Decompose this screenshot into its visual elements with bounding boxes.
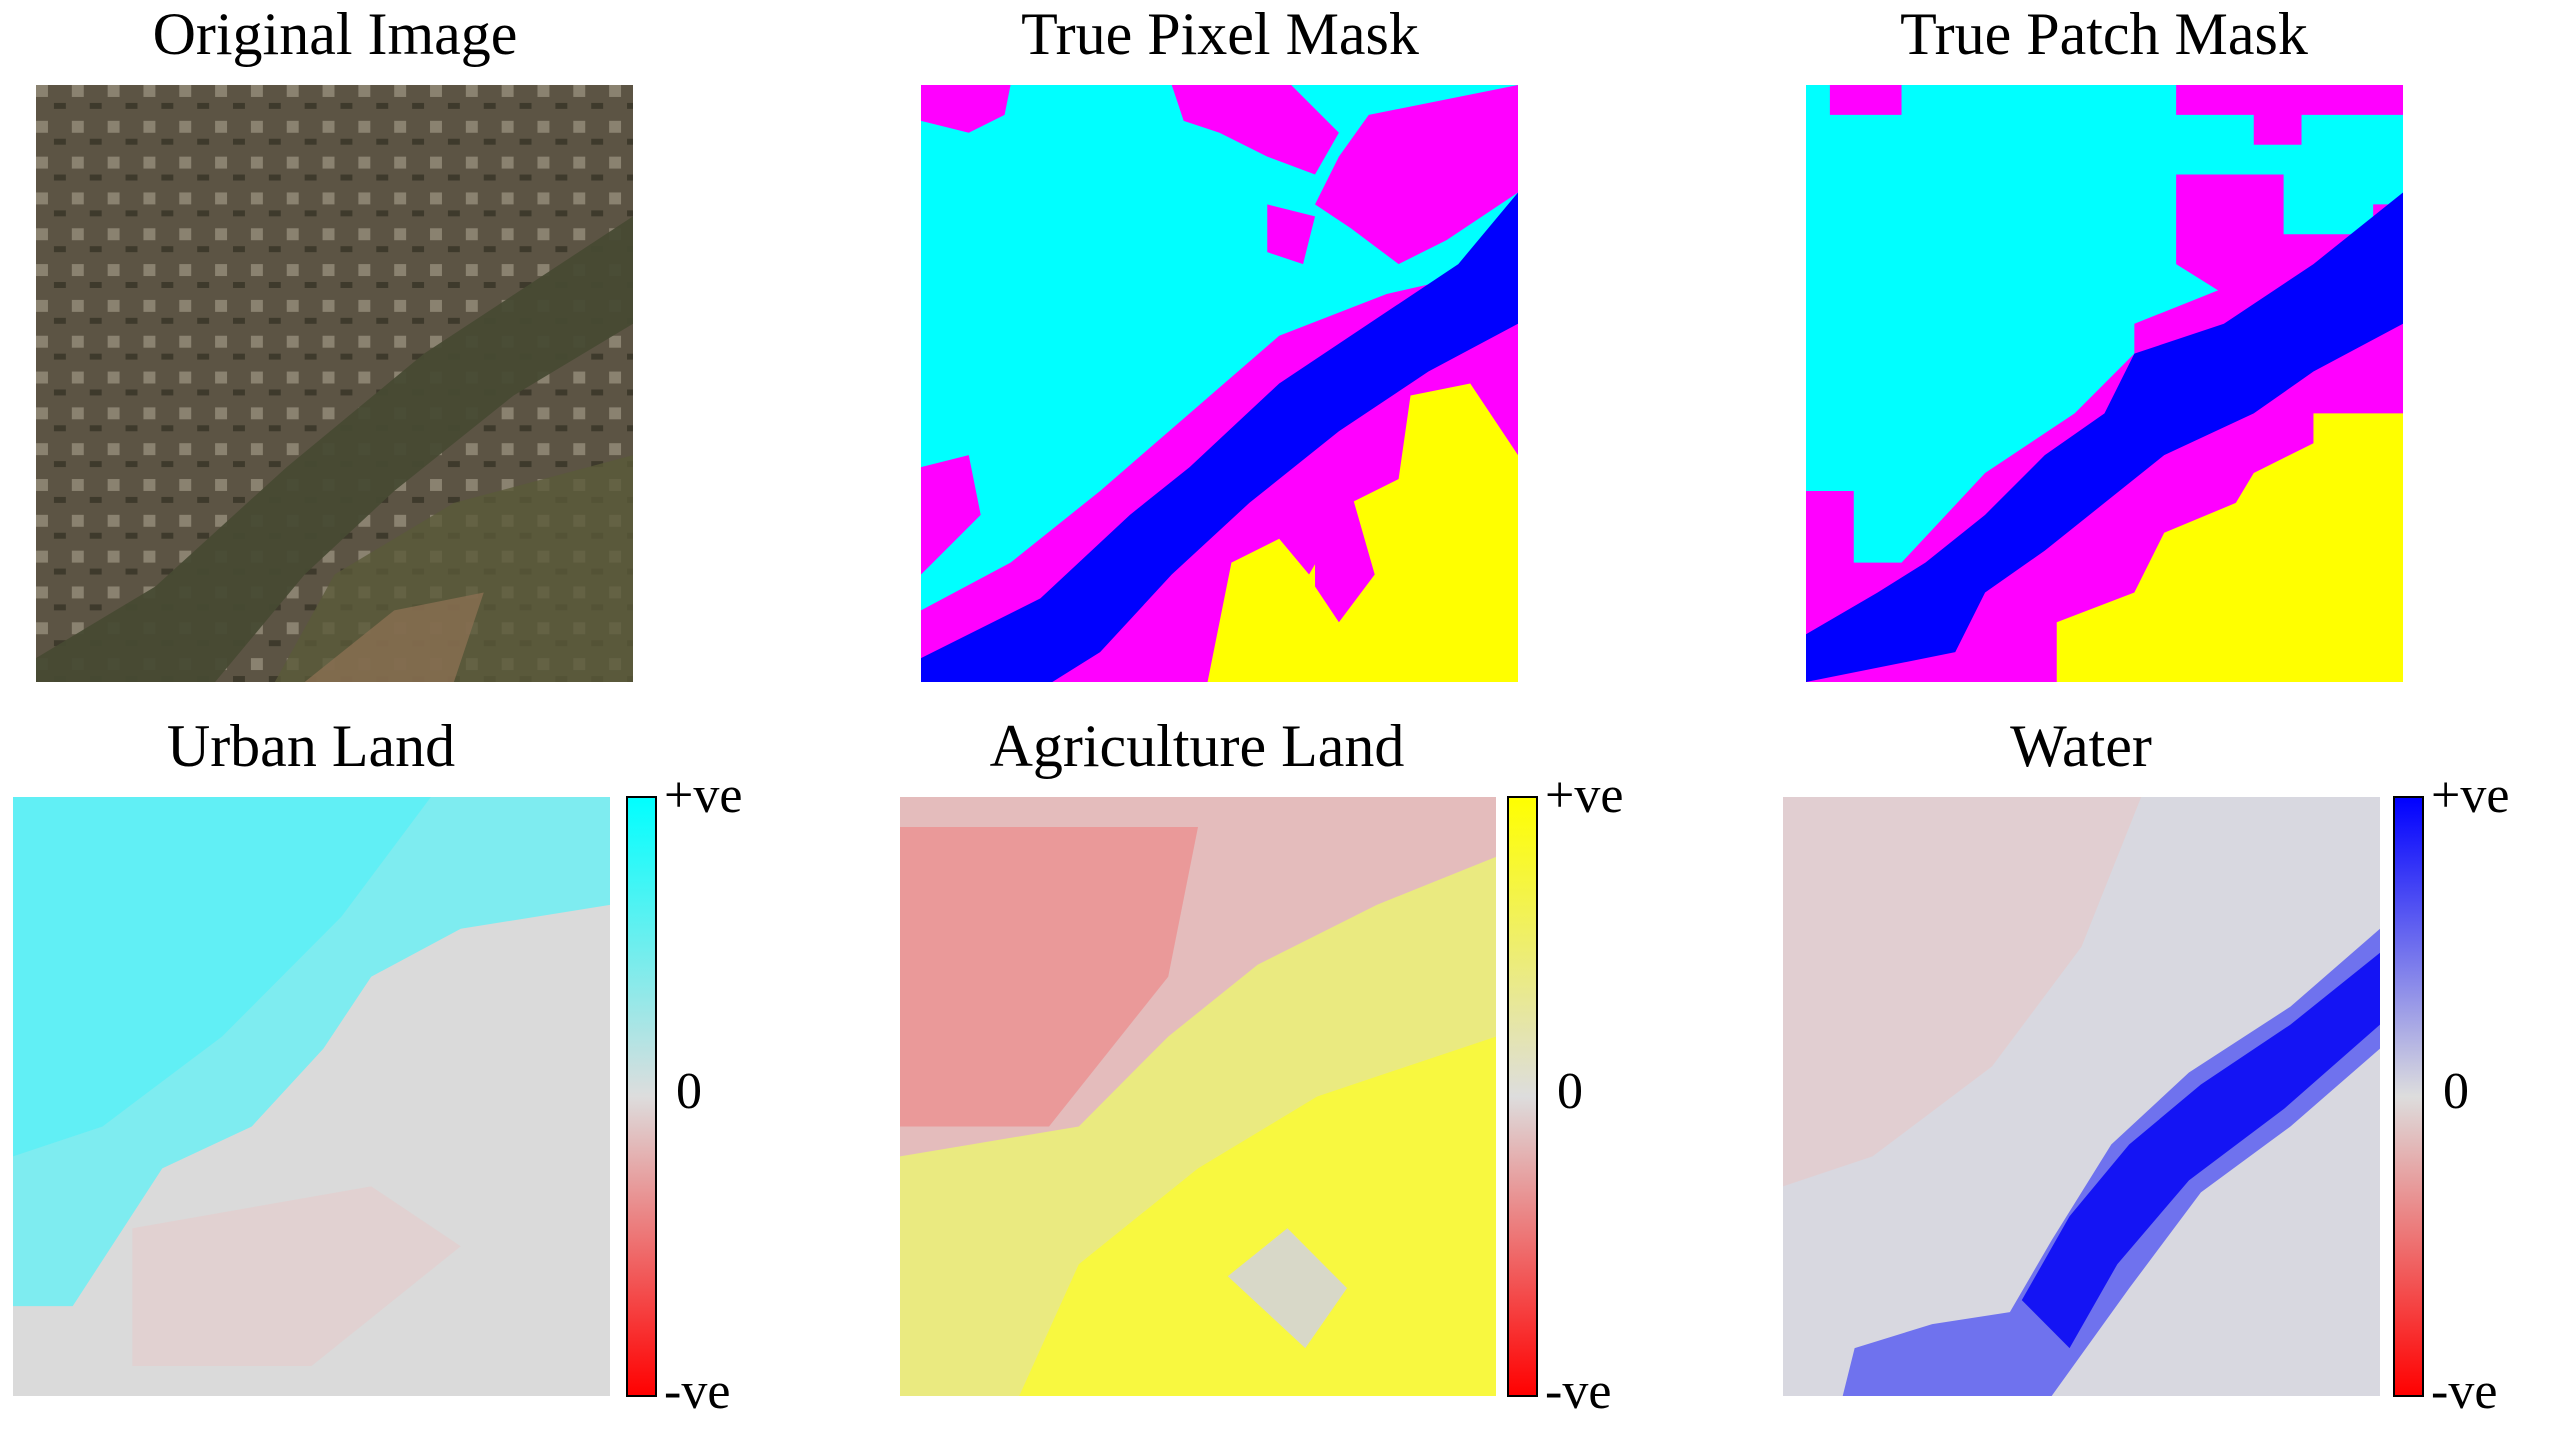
satellite-image xyxy=(36,85,633,682)
colorbar-label: +ve xyxy=(1545,767,1623,824)
colorbar-label: -ve xyxy=(664,1363,730,1420)
colorbar xyxy=(626,796,657,1397)
colorbar xyxy=(1507,796,1538,1397)
colorbar-label: 0 xyxy=(676,1063,702,1120)
colorbar-label: 0 xyxy=(2443,1063,2469,1120)
colorbar-label: +ve xyxy=(2431,767,2509,824)
colorbar-label: +ve xyxy=(664,767,742,824)
colorbar-label: -ve xyxy=(2431,1363,2497,1420)
panel-title: Water xyxy=(2010,713,2152,779)
heatmap xyxy=(1783,797,2380,1396)
panel-title: True Patch Mask xyxy=(1900,1,2308,67)
colorbar-label: 0 xyxy=(1557,1063,1583,1120)
heatmap xyxy=(13,797,610,1396)
panel-title: True Pixel Mask xyxy=(1021,1,1419,67)
heatmap xyxy=(900,797,1496,1396)
colorbar-label: -ve xyxy=(1545,1363,1611,1420)
colorbar xyxy=(2393,796,2424,1397)
panel-title: Original Image xyxy=(153,1,518,67)
panel-title: Urban Land xyxy=(167,713,455,779)
patch-mask xyxy=(1806,85,2403,682)
panel-title: Agriculture Land xyxy=(990,713,1405,779)
pixel-mask xyxy=(921,85,1518,682)
